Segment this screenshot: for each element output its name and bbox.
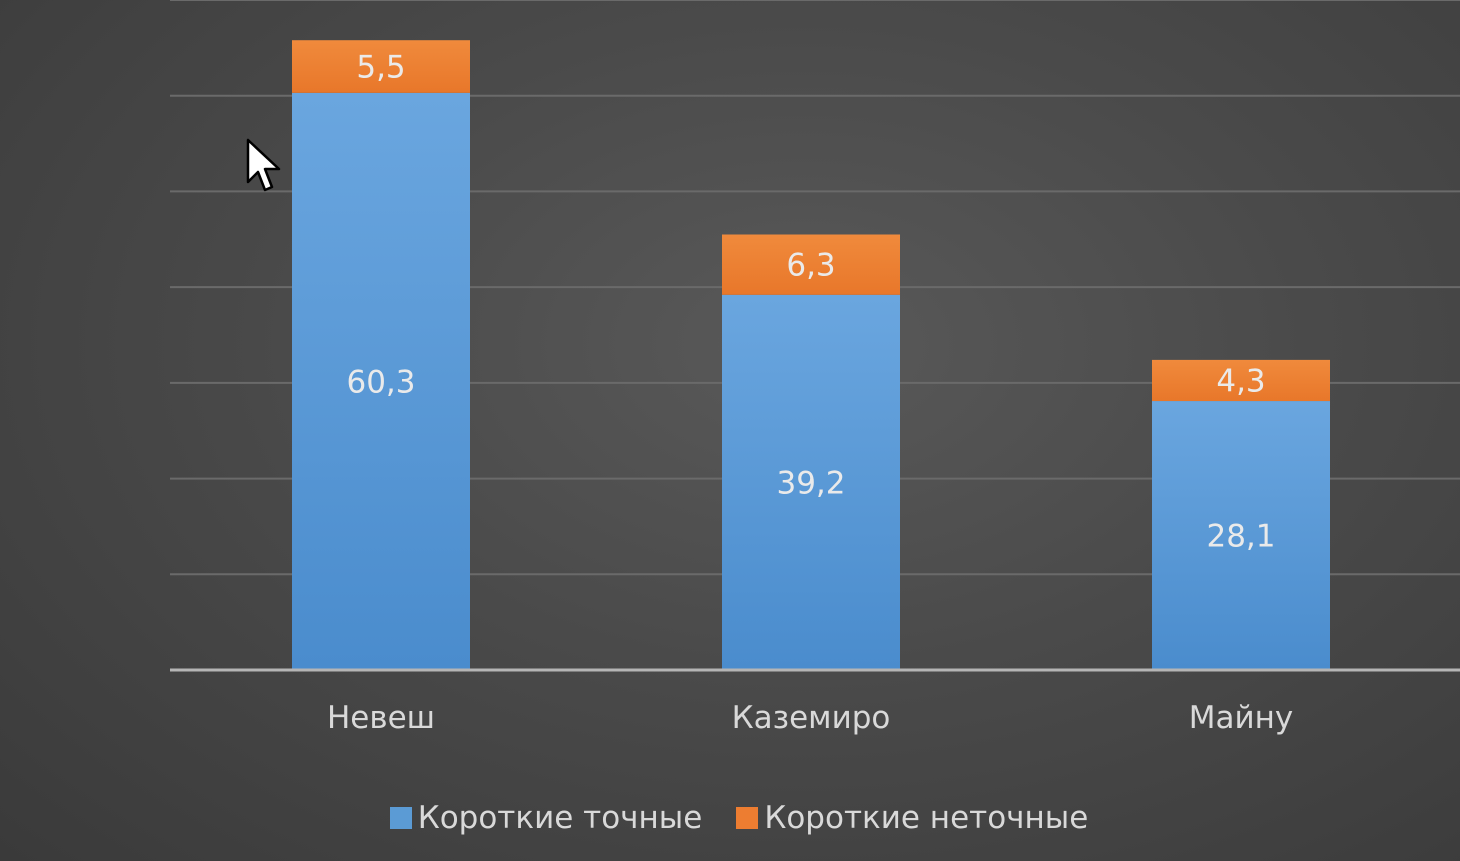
bar-1-1 — [292, 92, 470, 671]
data-label-1-1: 60,3 — [346, 364, 415, 400]
x-tick-label: Каземиро — [732, 700, 891, 736]
data-label-2-1: 5,5 — [356, 50, 405, 86]
data-label-1-3: 28,1 — [1206, 519, 1275, 555]
bar-1-3 — [1152, 401, 1330, 670]
bar-2-2 — [722, 234, 900, 295]
mouse-pointer-icon — [246, 138, 281, 192]
x-axis: Невеш Каземиро Майну — [170, 668, 1460, 736]
data-label-2-2: 6,3 — [786, 248, 835, 284]
bar-2-1 — [292, 40, 470, 93]
legend-swatch-series-1 — [389, 807, 412, 829]
bar-2-3 — [1152, 359, 1330, 402]
legend-item-series-1: Короткие точные — [389, 800, 703, 836]
bars — [292, 40, 1330, 671]
data-labels: 60,3 5,5 39,2 6,3 28,1 4,3 — [346, 50, 1275, 555]
legend-item-series-2: Короткие неточные — [736, 800, 1088, 836]
x-tick-label: Майну — [1189, 700, 1294, 736]
data-label-1-2: 39,2 — [776, 465, 845, 501]
legend-swatch-series-2 — [736, 807, 759, 829]
bar-1-2 — [722, 294, 900, 670]
legend-label-series-2: Короткие неточные — [764, 800, 1089, 836]
legend: Короткие точные Короткие неточные — [0, 800, 1460, 836]
x-tick-label: Невеш — [327, 700, 435, 736]
data-label-2-3: 4,3 — [1216, 363, 1265, 399]
legend-label-series-1: Короткие точные — [417, 800, 703, 836]
